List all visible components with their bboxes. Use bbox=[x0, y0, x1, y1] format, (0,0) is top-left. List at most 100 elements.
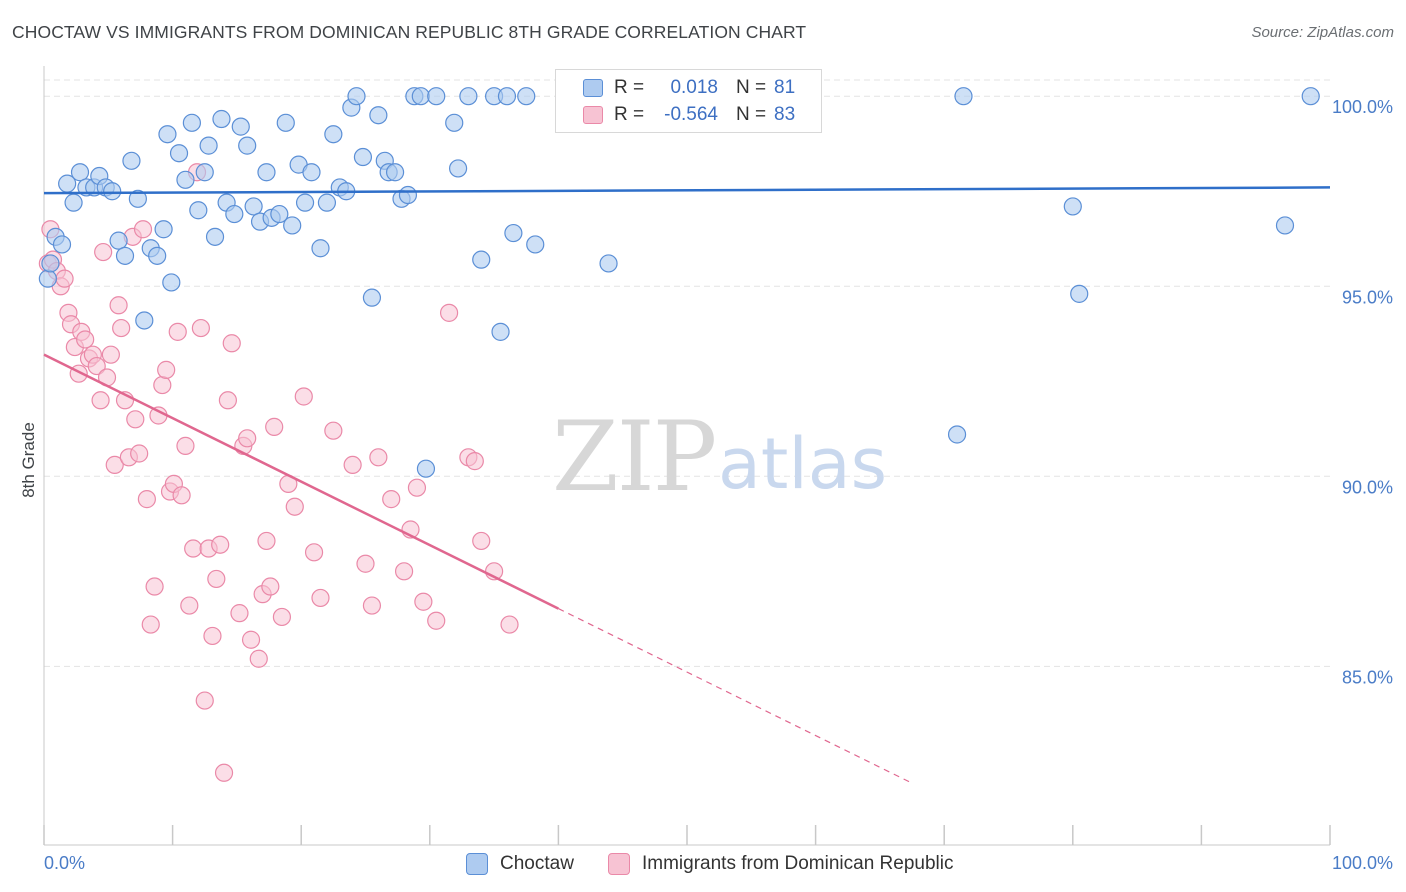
data-point-dominican bbox=[285, 497, 304, 516]
watermark: ZIP atlas bbox=[552, 401, 887, 513]
data-point-dominican bbox=[500, 615, 519, 634]
correlation-legend: R = 0.018 N = 81 R = -0.564 N = 83 bbox=[555, 69, 822, 133]
legend-row-choctaw: R = 0.018 N = 81 bbox=[556, 74, 821, 102]
data-point-dominican bbox=[76, 330, 95, 349]
legend-swatch-dominican bbox=[608, 853, 630, 875]
grid-lines bbox=[44, 79, 1330, 667]
data-point-dominican bbox=[168, 322, 187, 341]
data-point-dominican bbox=[294, 387, 313, 406]
data-point-choctaw bbox=[70, 163, 90, 182]
data-point-dominican bbox=[109, 296, 128, 315]
data-point-choctaw bbox=[416, 459, 436, 478]
legend-r-label: R = bbox=[614, 104, 645, 125]
data-point-choctaw bbox=[109, 231, 128, 250]
legend-swatch-dominican bbox=[583, 106, 603, 124]
y-tick-labels: 85.0% 90.0% 95.0% 100.0% bbox=[1332, 97, 1393, 687]
data-point-choctaw bbox=[491, 322, 510, 341]
data-point-dominican bbox=[133, 220, 153, 239]
watermark-zip: ZIP bbox=[552, 401, 715, 513]
trend-line-choctaw bbox=[43, 186, 1331, 195]
data-point-dominican bbox=[230, 604, 249, 623]
data-point-choctaw bbox=[599, 254, 618, 273]
data-point-choctaw bbox=[526, 235, 545, 254]
data-point-choctaw bbox=[195, 163, 214, 182]
data-point-dominican bbox=[130, 444, 149, 463]
data-point-dominican bbox=[112, 318, 131, 338]
data-point-dominican bbox=[343, 455, 362, 475]
data-point-choctaw bbox=[115, 246, 135, 265]
y-tick-label: 90.0% bbox=[1342, 477, 1393, 497]
x-tick-labels: 0.0% 100.0% bbox=[44, 853, 1393, 873]
data-point-dominican bbox=[265, 417, 284, 436]
legend-r-value: -0.564 bbox=[664, 104, 718, 125]
data-point-dominican bbox=[157, 360, 176, 379]
data-point-dominican bbox=[324, 421, 343, 440]
data-point-choctaw bbox=[199, 136, 218, 155]
data-point-dominican bbox=[472, 531, 491, 551]
data-point-choctaw bbox=[448, 159, 468, 178]
data-point-choctaw bbox=[954, 87, 973, 106]
data-point-dominican bbox=[207, 569, 226, 589]
data-point-choctaw bbox=[1070, 284, 1089, 303]
data-point-choctaw bbox=[427, 87, 446, 106]
data-point-choctaw bbox=[64, 193, 83, 212]
data-point-dominican bbox=[382, 490, 401, 509]
data-point-dominican bbox=[362, 596, 382, 615]
legend-swatch-choctaw bbox=[466, 853, 488, 875]
data-point-choctaw bbox=[162, 273, 181, 292]
data-point-choctaw bbox=[270, 204, 289, 224]
data-point-dominican bbox=[91, 391, 110, 410]
trend-line-dominican-extension bbox=[558, 608, 913, 784]
data-point-dominican bbox=[55, 269, 74, 288]
data-point-dominican bbox=[261, 577, 280, 596]
data-point-choctaw bbox=[295, 193, 315, 212]
data-point-choctaw bbox=[231, 117, 250, 136]
data-point-dominican bbox=[172, 486, 191, 505]
data-point-choctaw bbox=[369, 106, 388, 125]
watermark-atlas: atlas bbox=[718, 423, 887, 505]
data-point-dominican bbox=[184, 539, 203, 558]
legend-swatch-choctaw bbox=[583, 79, 603, 97]
data-point-dominican bbox=[394, 562, 414, 581]
data-point-choctaw bbox=[324, 125, 343, 144]
legend-n-label: N = bbox=[736, 104, 767, 125]
data-point-dominican bbox=[427, 611, 446, 630]
data-point-dominican bbox=[272, 607, 292, 627]
data-point-choctaw bbox=[169, 144, 189, 163]
data-point-choctaw bbox=[148, 246, 167, 265]
data-point-dominican bbox=[407, 478, 427, 497]
data-point-choctaw bbox=[398, 185, 418, 205]
data-point-choctaw bbox=[225, 204, 244, 224]
data-point-dominican bbox=[222, 334, 241, 353]
data-point-choctaw bbox=[257, 163, 276, 182]
data-point-dominican bbox=[101, 345, 120, 364]
data-point-dominican bbox=[414, 592, 433, 611]
data-point-choctaw bbox=[205, 227, 225, 246]
data-point-choctaw bbox=[385, 163, 405, 182]
data-point-dominican bbox=[176, 436, 195, 455]
data-point-dominican bbox=[356, 554, 375, 573]
data-point-dominican bbox=[257, 531, 276, 551]
data-point-dominican bbox=[126, 410, 145, 429]
data-point-dominican bbox=[465, 452, 484, 471]
data-point-choctaw bbox=[445, 113, 464, 132]
data-point-choctaw bbox=[947, 425, 967, 444]
data-point-choctaw bbox=[189, 201, 208, 220]
data-point-choctaw bbox=[276, 113, 295, 132]
data-point-choctaw bbox=[283, 216, 302, 235]
data-point-dominican bbox=[369, 448, 388, 467]
data-point-dominican bbox=[203, 626, 222, 646]
legend-r-value: 0.018 bbox=[670, 77, 718, 98]
data-point-choctaw bbox=[128, 189, 147, 208]
data-point-dominican bbox=[238, 429, 257, 448]
data-point-choctaw bbox=[52, 235, 72, 254]
trend-lines bbox=[43, 186, 1331, 784]
data-point-choctaw bbox=[517, 87, 536, 106]
data-point-choctaw bbox=[154, 220, 173, 239]
data-point-choctaw bbox=[504, 223, 523, 243]
data-point-dominican bbox=[105, 455, 124, 475]
legend-row-dominican: R = -0.564 N = 83 bbox=[556, 101, 821, 129]
data-point-dominican bbox=[94, 242, 113, 262]
data-point-dominican bbox=[249, 649, 268, 668]
